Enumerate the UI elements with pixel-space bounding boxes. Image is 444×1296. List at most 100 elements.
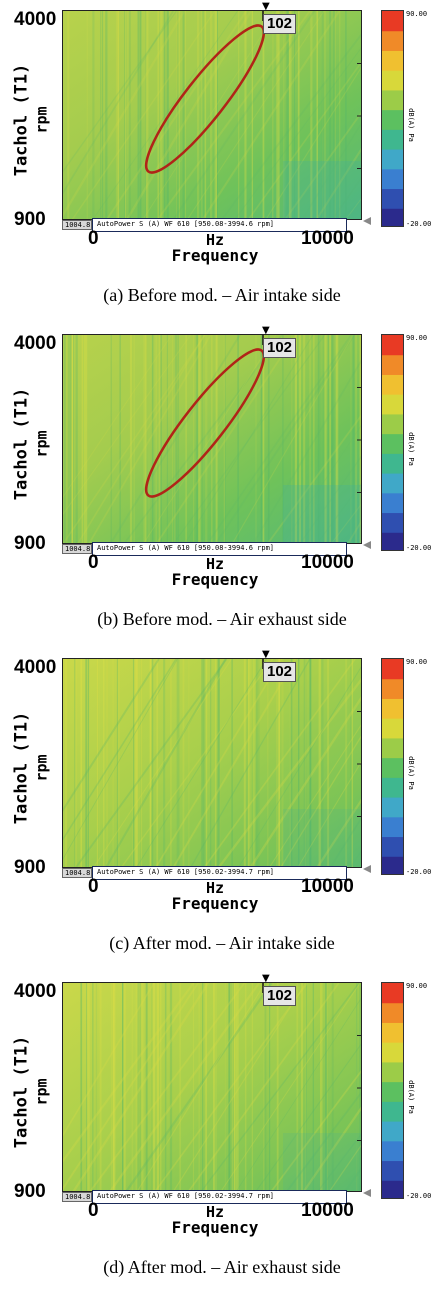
colorbar-band [382, 532, 404, 551]
spectral-streak [276, 11, 278, 220]
cursor-value-label: 102 [263, 338, 296, 358]
spectral-streak [72, 335, 74, 544]
x-tick-left: 0 [88, 877, 99, 897]
spectrogram-plot [62, 334, 362, 544]
spectral-streak [118, 659, 119, 868]
colorbar-max-label: 90.00 [406, 334, 427, 342]
colorbar-band [382, 11, 404, 31]
spectrogram-plot [62, 10, 362, 220]
spectral-streak [138, 11, 140, 220]
y-tick-top: 4000 [14, 982, 56, 1002]
rpm-cursor-arrow-icon[interactable] [363, 865, 371, 873]
spectrogram-heatmap [63, 335, 362, 544]
spectral-streak [267, 659, 268, 868]
colorbar-min-label: -20.00 [406, 868, 431, 876]
spectral-streak [73, 335, 74, 544]
colorbar [381, 10, 404, 227]
rpm-cursor-arrow-icon[interactable] [363, 217, 371, 225]
spectral-streak [362, 11, 363, 220]
colorbar-scale [382, 659, 404, 875]
spectral-streak [202, 11, 203, 220]
y-tick-bottom: 900 [14, 210, 46, 230]
colorbar-band [382, 189, 404, 209]
spectral-streak [118, 11, 119, 220]
spectral-streak [215, 983, 217, 1192]
rpm-cursor-arrow-icon[interactable] [363, 1189, 371, 1197]
spectral-streak [170, 659, 172, 868]
x-tick-left: 0 [88, 553, 99, 573]
spectral-streak [100, 11, 101, 220]
colorbar-band [382, 169, 404, 189]
x-axis-title: Frequency [150, 1218, 280, 1237]
spectral-streak [268, 335, 269, 544]
low-level-region [283, 485, 362, 544]
y-tick-top: 4000 [14, 10, 56, 30]
panel-caption: (b) Before mod. – Air exhaust side [0, 609, 444, 630]
cursor-value-label: 102 [263, 986, 296, 1006]
spectral-streak [85, 335, 87, 544]
panel-caption: (c) After mod. – Air intake side [0, 933, 444, 954]
spectrogram-panel-c: Tachol (T1) rpm 4000 900 ▼ 102 1004.8 Au… [0, 648, 444, 972]
spectral-streak [87, 11, 88, 220]
spectral-streak [183, 659, 185, 868]
spectral-streak [158, 11, 159, 220]
y-axis-unit: rpm [30, 414, 54, 474]
colorbar-unit: dB(A) Pa [404, 424, 418, 474]
colorbar-unit: dB(A) Pa [404, 100, 418, 150]
cursor-marker-icon[interactable]: ▼ [262, 2, 270, 12]
colorbar-band [382, 1082, 404, 1102]
spectral-streak [205, 983, 207, 1192]
spectral-streak [145, 335, 146, 544]
colorbar-band [382, 1101, 404, 1121]
colorbar-band [382, 738, 404, 758]
colorbar-band [382, 983, 404, 1003]
spectrogram-panel-b: Tachol (T1) rpm 4000 900 ▼ 102 1004.8 Au… [0, 324, 444, 648]
spectral-streak [252, 983, 253, 1192]
spectral-streak [231, 659, 232, 868]
colorbar-band [382, 1022, 404, 1042]
colorbar-scale [382, 11, 404, 227]
spectral-streak [185, 11, 186, 220]
x-tick-right: 10000 [301, 877, 354, 897]
cursor-marker-icon[interactable]: ▼ [262, 326, 270, 336]
spectral-streak [144, 335, 145, 544]
colorbar-band [382, 374, 404, 394]
colorbar-min-label: -20.00 [406, 1192, 431, 1200]
spectral-streak [202, 983, 203, 1192]
rpm-cursor-arrow-icon[interactable] [363, 541, 371, 549]
spectral-streak [180, 983, 181, 1192]
spectrogram-panel-d: Tachol (T1) rpm 4000 900 ▼ 102 1004.8 Au… [0, 972, 444, 1296]
low-level-region [283, 809, 362, 868]
spectral-streak [215, 659, 216, 868]
colorbar-unit: dB(A) Pa [404, 748, 418, 798]
spectral-streak [258, 659, 260, 868]
spectral-streak [70, 335, 72, 544]
colorbar-min-label: -20.00 [406, 544, 431, 552]
y-tick-top: 4000 [14, 334, 56, 354]
spectral-streak [253, 659, 255, 868]
spectral-streak [161, 11, 162, 220]
colorbar-band [382, 50, 404, 70]
spectral-streak [129, 11, 130, 220]
spectral-streak [152, 659, 153, 868]
spectrogram-plot [62, 982, 362, 1192]
colorbar-band [382, 1042, 404, 1062]
colorbar-band [382, 434, 404, 454]
colorbar-band [382, 513, 404, 533]
spectral-streak [193, 335, 194, 544]
spectral-streak [125, 11, 126, 220]
x-axis-title: Frequency [150, 246, 280, 265]
cursor-marker-icon[interactable]: ▼ [262, 650, 270, 660]
x-tick-left: 0 [88, 229, 99, 249]
cursor-marker-icon[interactable]: ▼ [262, 974, 270, 984]
colorbar-band [382, 335, 404, 355]
colorbar [381, 982, 404, 1199]
colorbar-band [382, 1141, 404, 1161]
x-tick-left: 0 [88, 1201, 99, 1221]
colorbar-band [382, 394, 404, 414]
colorbar-band [382, 758, 404, 778]
panel-caption: (a) Before mod. – Air intake side [0, 285, 444, 306]
spectral-streak [111, 335, 112, 544]
colorbar-band [382, 1062, 404, 1082]
spectral-streak [252, 11, 253, 220]
